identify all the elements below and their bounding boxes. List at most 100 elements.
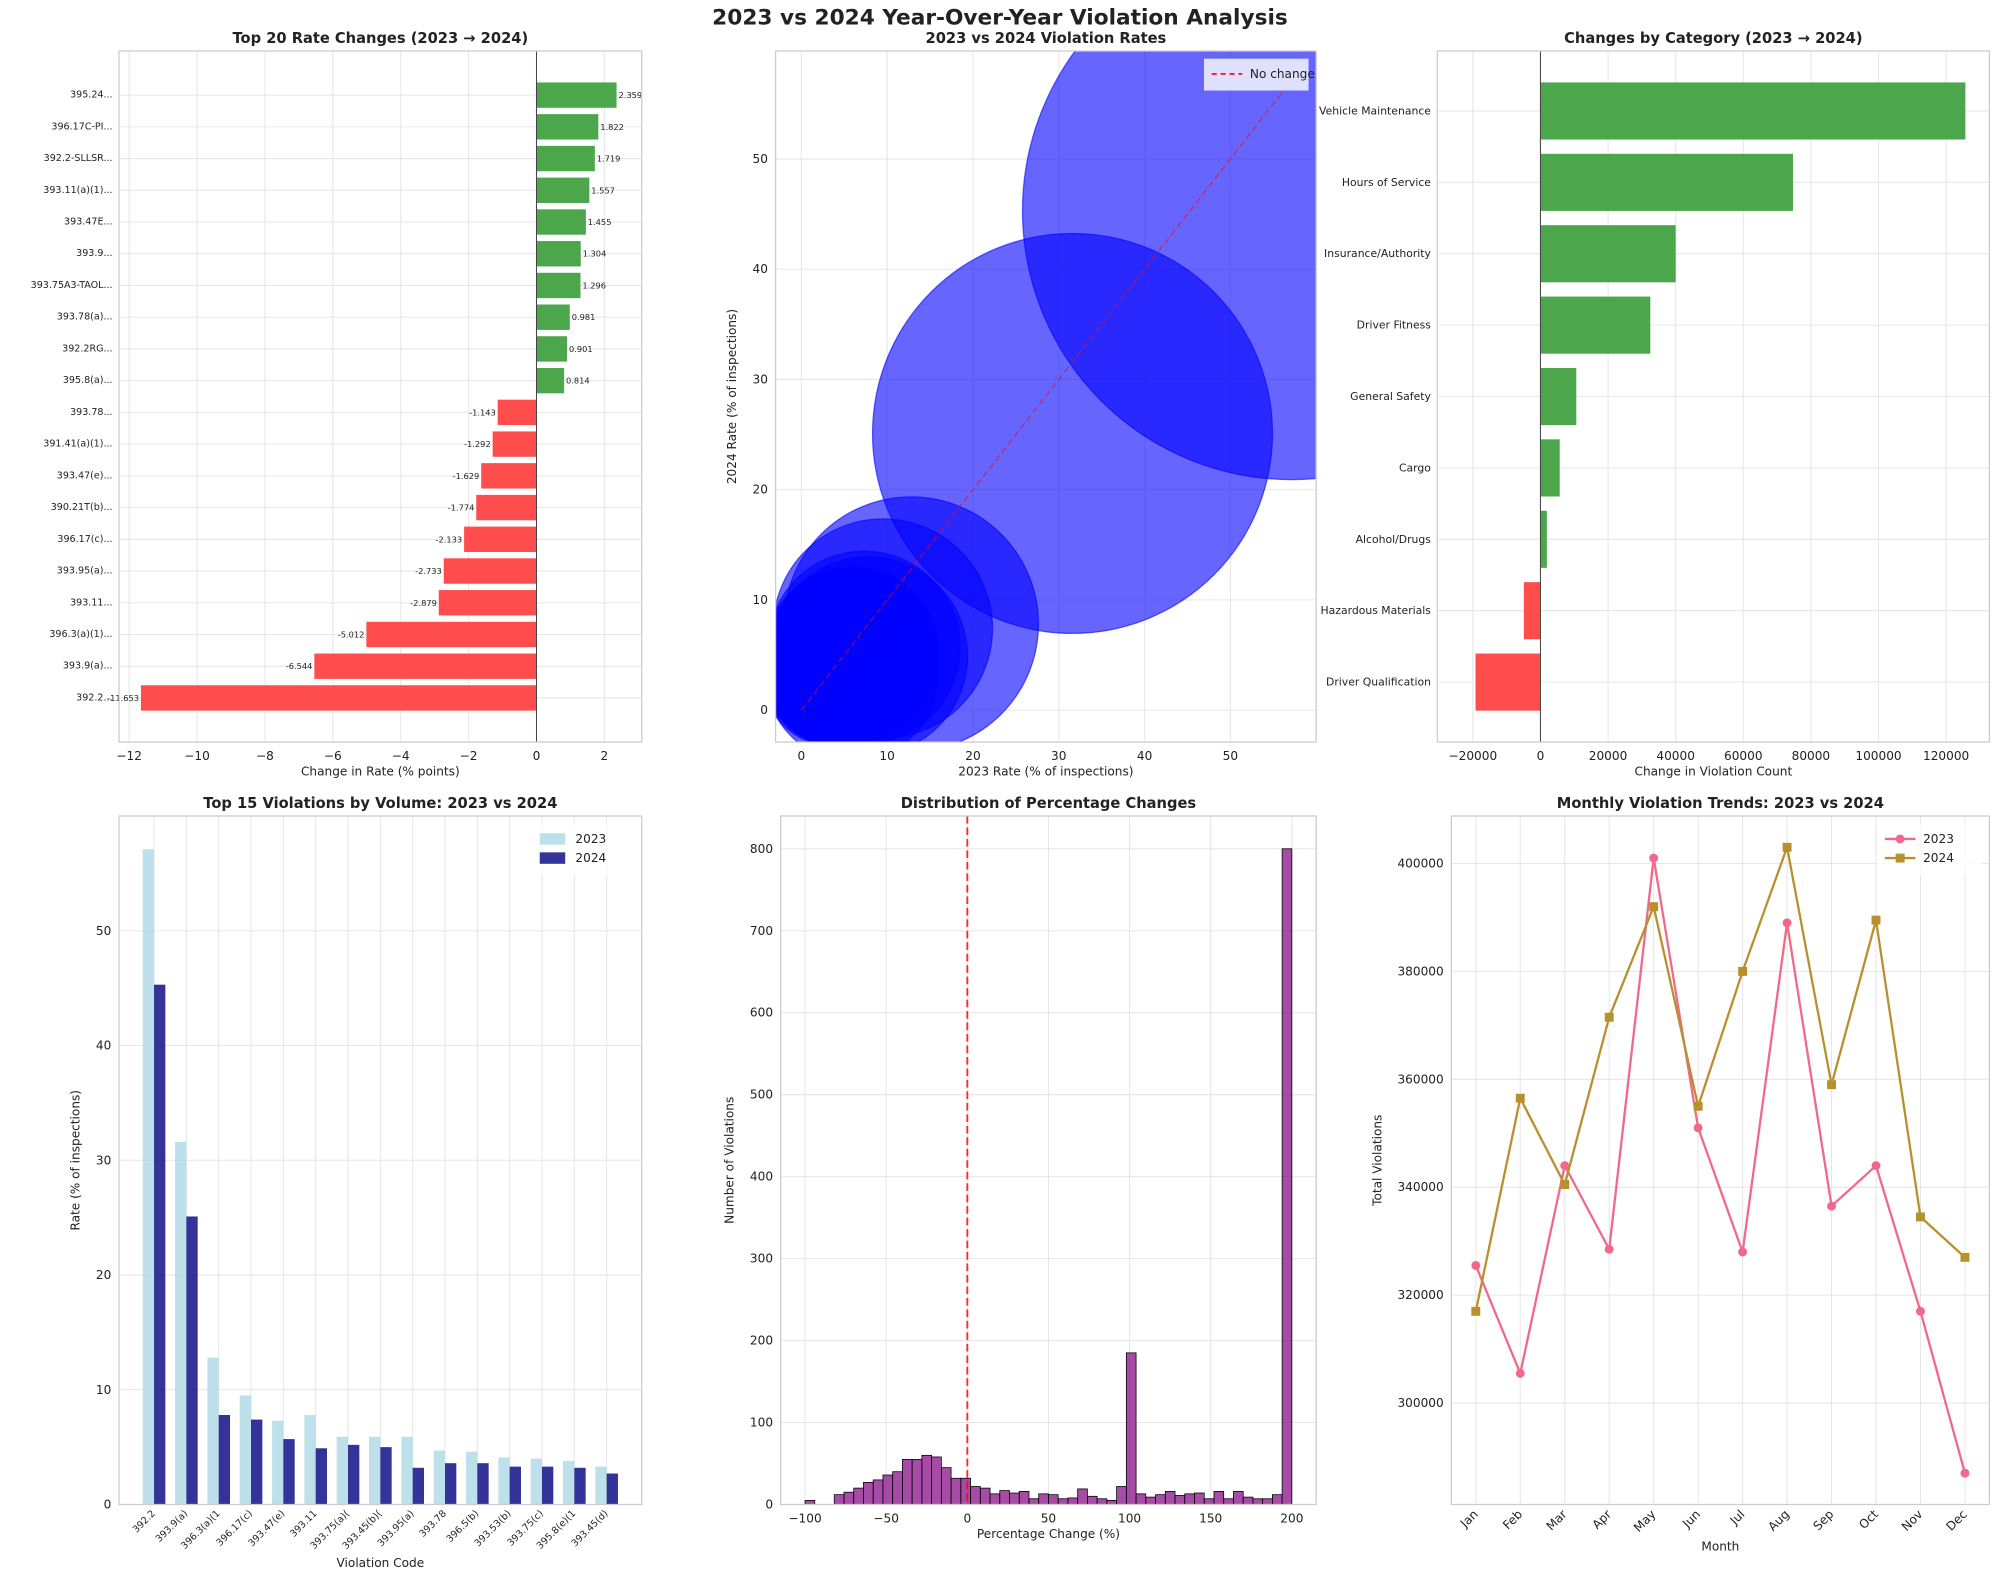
y-tick-label: 392.2-SLLSR... bbox=[44, 153, 113, 164]
y-tick-label: 395.24... bbox=[70, 90, 113, 101]
bar bbox=[536, 272, 581, 299]
bar bbox=[536, 177, 590, 203]
data-label: 1.822 bbox=[600, 122, 624, 132]
histogram-bar bbox=[1028, 1498, 1040, 1505]
y-tick-label: 392.2... bbox=[76, 692, 112, 703]
data-label: 1.557 bbox=[591, 185, 615, 195]
histogram-bar bbox=[833, 1494, 845, 1505]
subplot: 300000 320000 340000 360000 380000 400000 Mont… bbox=[1370, 795, 1991, 1554]
bar bbox=[563, 1460, 575, 1505]
bar bbox=[445, 1463, 457, 1505]
marker bbox=[1693, 1101, 1703, 1111]
histogram-bar bbox=[1281, 848, 1293, 1505]
y-tick-label: 391.41(a)(1)... bbox=[43, 439, 112, 450]
subplot-title: Top 15 Violations by Volume: 2023 vs 202… bbox=[203, 795, 557, 812]
y-tick-label: 320000 bbox=[1397, 1288, 1443, 1302]
data-label: -1.629 bbox=[453, 471, 480, 481]
x-tick-label: 30 bbox=[1051, 749, 1066, 763]
x-tick-label: 100000 bbox=[1855, 749, 1901, 763]
histogram-bar bbox=[989, 1493, 1001, 1505]
histogram-bar bbox=[902, 1459, 913, 1505]
subplot-title: Changes by Category (2023 → 2024) bbox=[1564, 30, 1862, 47]
plot-area bbox=[1451, 816, 1990, 1505]
y-tick-label: 200 bbox=[750, 1334, 773, 1348]
histogram-bar bbox=[1135, 1493, 1147, 1505]
bar bbox=[412, 1467, 424, 1505]
legend: 2023 2024 bbox=[529, 823, 635, 875]
bar bbox=[1540, 510, 1547, 568]
bar bbox=[481, 463, 537, 489]
marker bbox=[1782, 918, 1792, 928]
histogram-bar bbox=[911, 1459, 923, 1505]
marker bbox=[1738, 1247, 1748, 1257]
bar bbox=[239, 1395, 252, 1505]
bar bbox=[536, 367, 565, 394]
bar bbox=[536, 336, 568, 362]
y-tick-label: 10 bbox=[753, 593, 768, 607]
axes-frame bbox=[774, 50, 1317, 743]
marker bbox=[1782, 842, 1792, 852]
data-label: -11.653 bbox=[107, 693, 139, 703]
bar bbox=[140, 685, 537, 711]
x-tick-label: −12 bbox=[116, 749, 142, 763]
legend-swatch bbox=[539, 833, 566, 845]
x-tick-label: 150 bbox=[1199, 1512, 1222, 1526]
bar bbox=[497, 399, 537, 426]
marker bbox=[1515, 1368, 1525, 1378]
bar bbox=[283, 1439, 295, 1505]
marker bbox=[1871, 1161, 1881, 1171]
bar bbox=[336, 1436, 349, 1505]
marker bbox=[1738, 966, 1748, 976]
bar bbox=[536, 304, 570, 330]
histogram-bar bbox=[1038, 1493, 1049, 1505]
histogram-bar bbox=[1174, 1495, 1186, 1505]
bar bbox=[348, 1444, 360, 1505]
x-tick-label: −4 bbox=[392, 749, 410, 763]
bar bbox=[476, 494, 537, 521]
marker bbox=[1960, 1468, 1970, 1478]
x-tick-label: 20000 bbox=[1589, 749, 1628, 763]
x-axis-label: Change in Rate (% points) bbox=[301, 764, 460, 778]
axes-frame bbox=[1450, 815, 1991, 1506]
histogram-bar bbox=[892, 1471, 903, 1505]
marker bbox=[1827, 1201, 1837, 1211]
legend-label: 2024 bbox=[1923, 851, 1954, 865]
bar bbox=[175, 1141, 187, 1505]
histogram-bar bbox=[1262, 1498, 1273, 1505]
y-tick-label: 395.8(a)... bbox=[63, 375, 113, 386]
legend-label: 2023 bbox=[1923, 832, 1954, 846]
x-axis-label: 2023 Rate (% of inspections) bbox=[958, 764, 1133, 778]
y-tick-label: 600 bbox=[750, 1006, 773, 1020]
marker bbox=[1604, 1244, 1614, 1254]
x-tick-label: 60000 bbox=[1724, 749, 1763, 763]
bar bbox=[464, 526, 537, 552]
marker bbox=[1471, 1261, 1481, 1270]
y-tick-label: 700 bbox=[750, 924, 773, 938]
y-tick-label: 390.21T(b)... bbox=[51, 502, 113, 513]
y-axis-label: Number of Violations bbox=[723, 1097, 737, 1224]
y-tick-label: 20 bbox=[753, 483, 768, 497]
y-axis-label: 2024 Rate (% of inspections) bbox=[725, 309, 739, 484]
marker bbox=[1916, 1306, 1925, 1316]
y-tick-label: Driver Qualification bbox=[1326, 676, 1431, 689]
x-tick-label: −50 bbox=[873, 1512, 899, 1526]
x-tick-label: −2 bbox=[460, 749, 478, 763]
x-tick-label: 0 bbox=[533, 749, 541, 763]
y-tick-label: 393.11... bbox=[70, 597, 113, 608]
bar bbox=[443, 558, 537, 584]
bar bbox=[433, 1450, 446, 1505]
bar bbox=[536, 145, 595, 172]
y-tick-label: Vehicle Maintenance bbox=[1319, 104, 1431, 117]
legend-marker bbox=[1895, 834, 1905, 844]
data-label: 0.901 bbox=[569, 344, 593, 354]
x-axis-label: Change in Violation Count bbox=[1635, 764, 1793, 778]
bar bbox=[186, 1216, 198, 1505]
axes-frame bbox=[118, 815, 643, 1506]
histogram-bar bbox=[940, 1467, 952, 1505]
y-tick-label: 393.9... bbox=[76, 248, 112, 259]
figure-title: 2023 vs 2024 Year-Over-Year Violation An… bbox=[712, 5, 1288, 30]
y-tick-label: Hours of Service bbox=[1342, 176, 1431, 189]
histogram-bar bbox=[872, 1479, 884, 1505]
axes-frame bbox=[1436, 50, 1991, 743]
